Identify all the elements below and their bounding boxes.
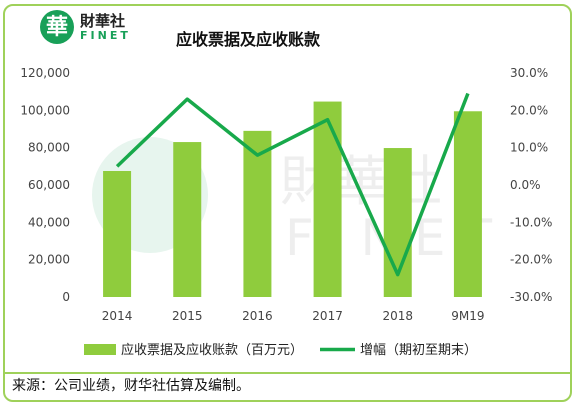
x-axis-tick: 2017 xyxy=(312,309,343,323)
bar-9M19 xyxy=(453,111,482,298)
left-axis-tick: 0 xyxy=(62,290,70,304)
footer-divider xyxy=(3,372,572,374)
bar-2016 xyxy=(243,130,272,297)
left-axis-tick: 60,000 xyxy=(28,178,70,192)
finet-logo: 華 財華社 FINET xyxy=(40,8,140,46)
left-axis-tick: 40,000 xyxy=(28,215,70,229)
legend-bar-label: 应收票据及应收账款（百万元） xyxy=(121,342,303,358)
bar-2014 xyxy=(103,171,132,297)
x-axis-tick: 2016 xyxy=(242,309,273,323)
right-axis-tick: 0.0% xyxy=(510,178,541,192)
chart-title: 应收票据及应收账款 xyxy=(176,30,321,49)
logo-english-text: FINET xyxy=(80,29,131,42)
bar-2015 xyxy=(173,142,202,297)
watermark-cn-text: 財華社 xyxy=(280,150,442,213)
bar-series xyxy=(103,101,482,298)
right-axis-tick: -10.0% xyxy=(510,215,552,229)
right-axis-tick: -30.0% xyxy=(510,290,552,304)
x-axis-tick: 2014 xyxy=(102,309,133,323)
bar-2017 xyxy=(313,101,342,297)
axis-ticks: 0 20,000 40,000 60,000 80,000 100,000 120,000 -… xyxy=(20,66,552,323)
right-axis-tick: 20.0% xyxy=(510,103,548,117)
left-axis-tick: 20,000 xyxy=(28,253,70,267)
line-series xyxy=(115,92,470,277)
legend-line-label: 增幅（期初至期末） xyxy=(360,343,477,358)
growth-line xyxy=(115,92,470,277)
source-note: 来源：公司业绩，财华社估算及编制。 xyxy=(12,378,250,394)
x-axis-tick: 2015 xyxy=(172,309,203,323)
x-axis-tick: 9M19 xyxy=(451,309,484,323)
right-axis-tick: 10.0% xyxy=(510,141,548,155)
logo-chinese-text: 財華社 xyxy=(80,12,126,30)
right-axis-tick: 30.0% xyxy=(510,66,548,80)
left-axis-tick: 100,000 xyxy=(20,103,70,117)
watermark: 財華社 FINET xyxy=(92,137,492,267)
chart-svg: 財華社 FINET 0 20,000 40,000 60,000 80,000 100,0… xyxy=(20,66,552,358)
chart-legend: 应收票据及应收账款（百万元） 增幅（期初至期末） xyxy=(84,342,477,358)
finet-logo-icon: 華 xyxy=(40,10,74,44)
x-axis-tick: 2018 xyxy=(382,309,413,323)
right-axis-tick: -20.0% xyxy=(510,253,552,267)
legend-bar-swatch xyxy=(84,344,116,355)
left-axis-tick: 120,000 xyxy=(20,66,70,80)
left-axis-tick: 80,000 xyxy=(28,141,70,155)
